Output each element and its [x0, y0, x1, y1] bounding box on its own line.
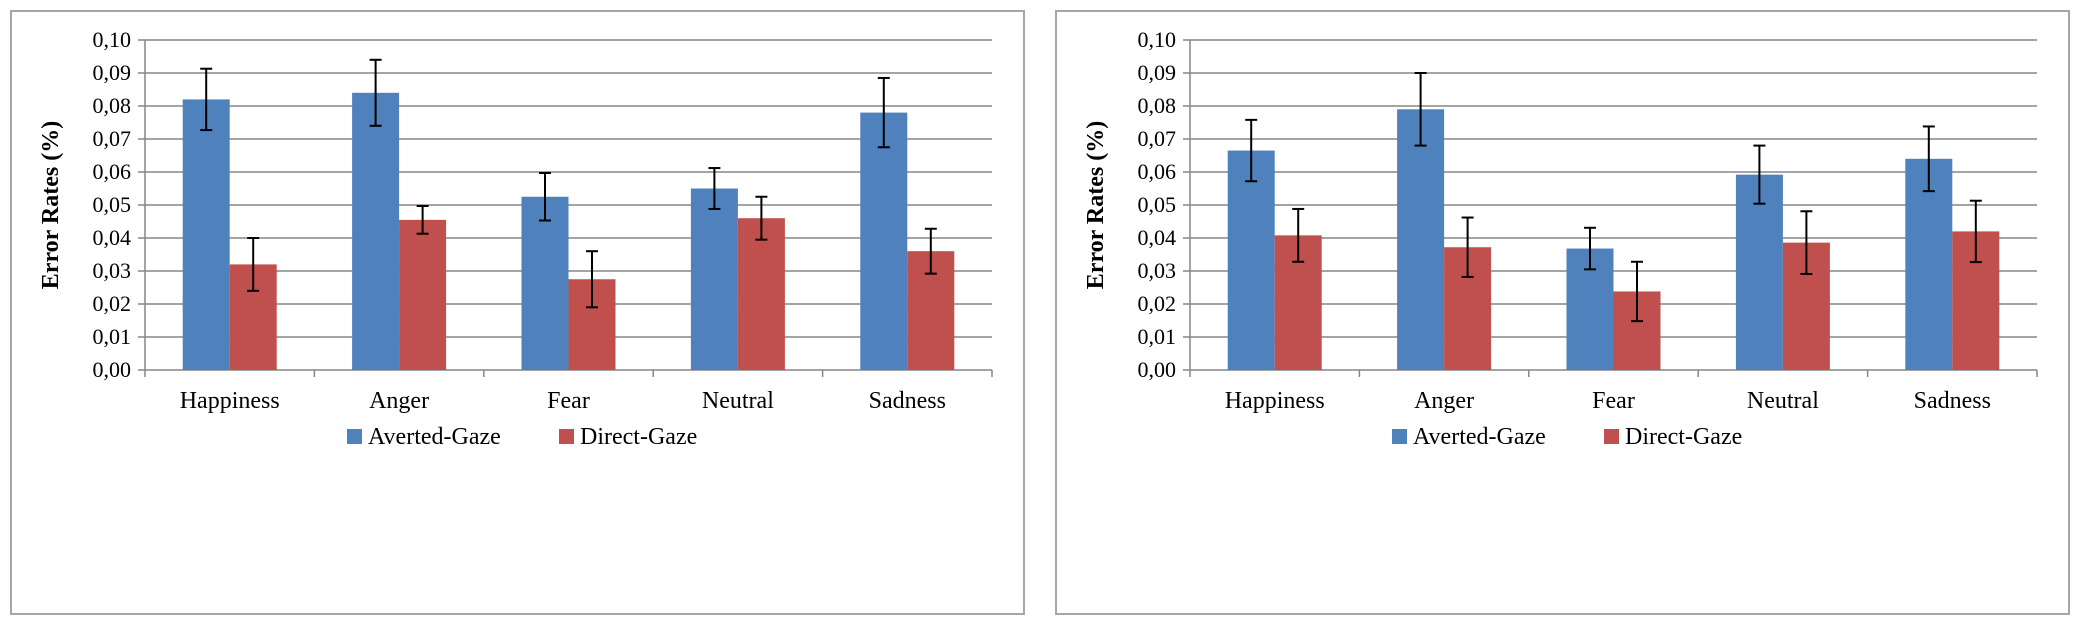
x-tick-label: Anger	[1414, 388, 1474, 414]
y-tick-label: 0,01	[1138, 324, 1177, 349]
bar-averted-gaze	[860, 112, 908, 370]
bar-direct-gaze	[399, 219, 447, 370]
x-tick-label: Happiness	[1225, 388, 1325, 414]
x-tick-label: Happiness	[180, 388, 280, 414]
legend-swatch-direct-gaze	[1604, 429, 1619, 444]
x-tick-label: Fear	[1592, 388, 1635, 414]
x-tick-label: Fear	[547, 388, 590, 414]
y-tick-label: 0,03	[93, 258, 132, 283]
y-tick-label: 0,09	[93, 60, 132, 85]
y-tick-label: 0,03	[1138, 258, 1177, 283]
y-tick-label: 0,10	[1138, 27, 1177, 52]
x-tick-label: Sadness	[869, 388, 946, 414]
y-tick-label: 0,00	[93, 357, 132, 382]
y-tick-label: 0,05	[93, 192, 132, 217]
x-tick-label: Neutral	[1747, 388, 1819, 414]
bar-averted-gaze	[690, 188, 738, 370]
x-tick-label: Neutral	[702, 388, 774, 414]
legend-label: Direct-Gaze	[1625, 424, 1742, 450]
y-axis-label: Error Rates (%)	[1083, 121, 1109, 289]
y-axis-label: Error Rates (%)	[38, 121, 64, 289]
legend-swatch-averted-gaze	[1392, 429, 1407, 444]
chart-panel-left: 0,00 0,01 0,02 0,03 0,04 0,05 0,06 0,07 0,08 0,09…	[10, 10, 1025, 615]
bar-averted-gaze	[1735, 174, 1783, 370]
y-tick-label: 0,02	[93, 291, 132, 316]
y-tick-label: 0,01	[93, 324, 132, 349]
y-tick-label: 0,08	[1138, 93, 1177, 118]
y-tick-label: 0,10	[93, 27, 132, 52]
y-tick-label: 0,08	[93, 93, 132, 118]
bar-averted-gaze	[1905, 158, 1953, 370]
legend-label: Averted-Gaze	[1413, 424, 1546, 450]
y-tick-label: 0,06	[93, 159, 132, 184]
x-tick-label: Sadness	[1914, 388, 1991, 414]
bar-direct-gaze	[737, 218, 785, 370]
y-tick-label: 0,06	[1138, 159, 1177, 184]
y-tick-label: 0,04	[1138, 225, 1177, 250]
bar-chart-left: 0,00 0,01 0,02 0,03 0,04 0,05 0,06 0,07 0,08 0,09…	[38, 27, 993, 450]
y-tick-label: 0,02	[1138, 291, 1177, 316]
y-tick-label: 0,07	[1138, 126, 1177, 151]
y-tick-label: 0,00	[1138, 357, 1177, 382]
bar-averted-gaze	[352, 92, 400, 371]
legend-label: Averted-Gaze	[368, 424, 501, 450]
y-tick-label: 0,09	[1138, 60, 1177, 85]
chart-panel-right: 0,00 0,01 0,02 0,03 0,04 0,05 0,06 0,07 0,08 0,09…	[1055, 10, 2070, 615]
y-tick-label: 0,04	[93, 225, 132, 250]
legend-swatch-averted-gaze	[347, 429, 362, 444]
bar-averted-gaze	[1227, 150, 1275, 370]
bar-averted-gaze	[182, 99, 230, 371]
legend-label: Direct-Gaze	[580, 424, 697, 450]
y-tick-label: 0,07	[93, 126, 132, 151]
bar-averted-gaze	[1397, 109, 1445, 371]
bar-averted-gaze	[521, 196, 569, 370]
x-tick-label: Anger	[369, 388, 429, 414]
bar-chart-right: 0,00 0,01 0,02 0,03 0,04 0,05 0,06 0,07 0,08 0,09…	[1083, 27, 2038, 450]
legend-swatch-direct-gaze	[559, 429, 574, 444]
y-tick-label: 0,05	[1138, 192, 1177, 217]
